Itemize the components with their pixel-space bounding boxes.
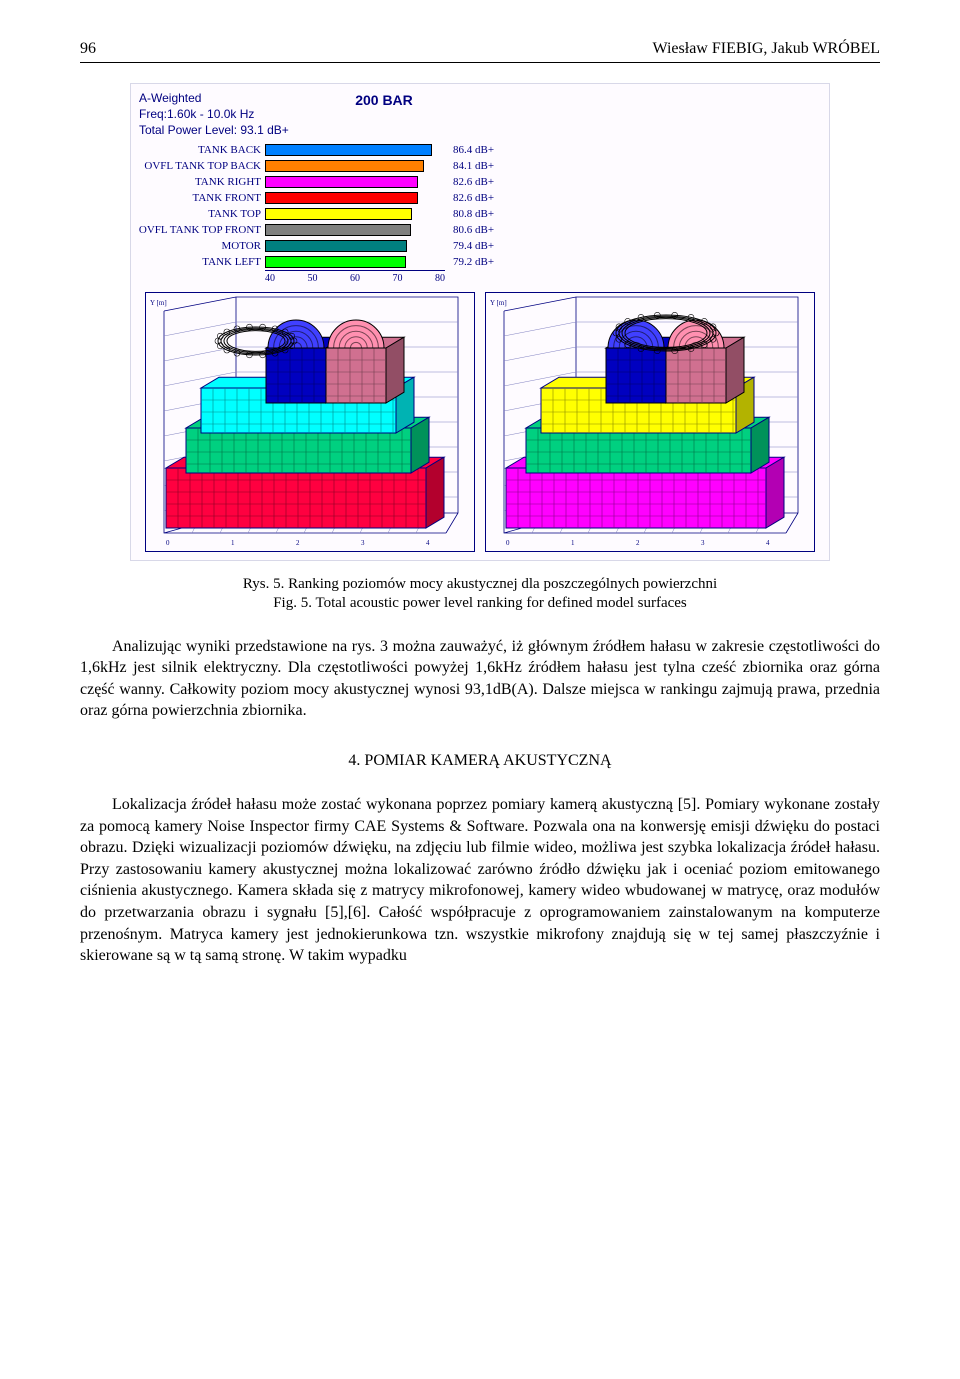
bar-row: TANK RIGHT 82.6 dB+ (131, 175, 829, 190)
figure-caption: Rys. 5. Ranking poziomów mocy akustyczne… (80, 575, 880, 614)
bar-fill (265, 144, 432, 156)
bar-row: OVFL TANK TOP FRONT 80.6 dB+ (131, 223, 829, 238)
bar-fill (265, 160, 424, 172)
paragraph-text: Analizując wyniki przedstawione na rys. … (80, 636, 880, 722)
svg-text:2: 2 (296, 539, 300, 547)
iso-view-left: 0 1 2 3 4 Y [m] (145, 292, 475, 552)
bar-label: TANK LEFT (131, 256, 265, 268)
axis-tick: 50 (308, 273, 318, 284)
bar-fill (265, 176, 418, 188)
svg-text:1: 1 (571, 539, 575, 547)
bar-row: TANK FRONT 82.6 dB+ (131, 191, 829, 206)
bar-label: OVFL TANK TOP BACK (131, 160, 265, 172)
bar-track (265, 240, 445, 252)
bar-track (265, 144, 445, 156)
header-rule (80, 62, 880, 63)
bar-row: MOTOR 79.4 dB+ (131, 239, 829, 254)
bar-value: 80.6 dB+ (445, 224, 829, 236)
bar-value: 82.6 dB+ (445, 192, 829, 204)
acoustic-chart-figure: A-Weighted Freq:1.60k - 10.0k Hz Total P… (130, 83, 830, 561)
svg-text:3: 3 (361, 539, 365, 547)
chart-title: 200 BAR (304, 90, 464, 108)
bar-track (265, 176, 445, 188)
section-heading: 4. POMIAR KAMERĄ AKUSTYCZNĄ (80, 752, 880, 770)
bar-chart: TANK BACK 86.4 dB+ OVFL TANK TOP BACK 84.1 … (131, 141, 829, 270)
bar-label: TANK RIGHT (131, 176, 265, 188)
chart-meta: A-Weighted Freq:1.60k - 10.0k Hz Total P… (139, 90, 304, 139)
axis-tick: 60 (350, 273, 360, 284)
page-number: 96 (80, 40, 96, 58)
svg-text:3: 3 (701, 539, 705, 547)
figure-caption-line: Rys. 5. Ranking poziomów mocy akustyczne… (80, 575, 880, 595)
chart-meta-line: A-Weighted (139, 90, 304, 106)
axis-tick: 70 (393, 273, 403, 284)
header-authors: Wiesław FIEBIG, Jakub WRÓBEL (653, 40, 880, 58)
paragraph: Lokalizacja źródeł hałasu może zostać wy… (80, 794, 880, 967)
chart-meta-line: Freq:1.60k - 10.0k Hz (139, 106, 304, 122)
bar-value: 82.6 dB+ (445, 176, 829, 188)
svg-text:1: 1 (231, 539, 235, 547)
bar-value: 80.8 dB+ (445, 208, 829, 220)
bar-value: 84.1 dB+ (445, 160, 829, 172)
bar-label: TANK FRONT (131, 192, 265, 204)
iso-views-row: 0 1 2 3 4 Y [m] 0 1 2 3 4 Y [m] (131, 286, 829, 560)
bar-fill (265, 256, 406, 268)
paragraph-text: Lokalizacja źródeł hałasu może zostać wy… (80, 794, 880, 967)
svg-text:Y [m]: Y [m] (490, 299, 507, 307)
bar-value: 79.4 dB+ (445, 240, 829, 252)
bar-fill (265, 240, 407, 252)
bar-label: MOTOR (131, 240, 265, 252)
bar-track (265, 192, 445, 204)
bar-row: OVFL TANK TOP BACK 84.1 dB+ (131, 159, 829, 174)
bar-track (265, 160, 445, 172)
bar-track (265, 256, 445, 268)
svg-text:0: 0 (506, 539, 510, 547)
bar-track (265, 208, 445, 220)
bar-fill (265, 192, 418, 204)
bar-row: TANK TOP 80.8 dB+ (131, 207, 829, 222)
bar-label: TANK TOP (131, 208, 265, 220)
svg-text:4: 4 (426, 539, 430, 547)
svg-text:4: 4 (766, 539, 770, 547)
bar-track (265, 224, 445, 236)
axis-tick: 40 (265, 273, 275, 284)
svg-text:2: 2 (636, 539, 640, 547)
bar-label: TANK BACK (131, 144, 265, 156)
bar-row: TANK LEFT 79.2 dB+ (131, 255, 829, 270)
figure-caption-line: Fig. 5. Total acoustic power level ranki… (80, 594, 880, 614)
bar-chart-axis: 40 50 60 70 80 (265, 270, 445, 286)
svg-text:0: 0 (166, 539, 170, 547)
chart-meta-line: Total Power Level: 93.1 dB+ (139, 122, 304, 138)
bar-value: 86.4 dB+ (445, 144, 829, 156)
paragraph: Analizując wyniki przedstawione na rys. … (80, 636, 880, 722)
bar-row: TANK BACK 86.4 dB+ (131, 143, 829, 158)
svg-text:Y [m]: Y [m] (150, 299, 167, 307)
bar-fill (265, 208, 412, 220)
axis-tick: 80 (435, 273, 445, 284)
bar-fill (265, 224, 411, 236)
bar-value: 79.2 dB+ (445, 256, 829, 268)
bar-label: OVFL TANK TOP FRONT (131, 224, 265, 236)
iso-view-right: 0 1 2 3 4 Y [m] (485, 292, 815, 552)
